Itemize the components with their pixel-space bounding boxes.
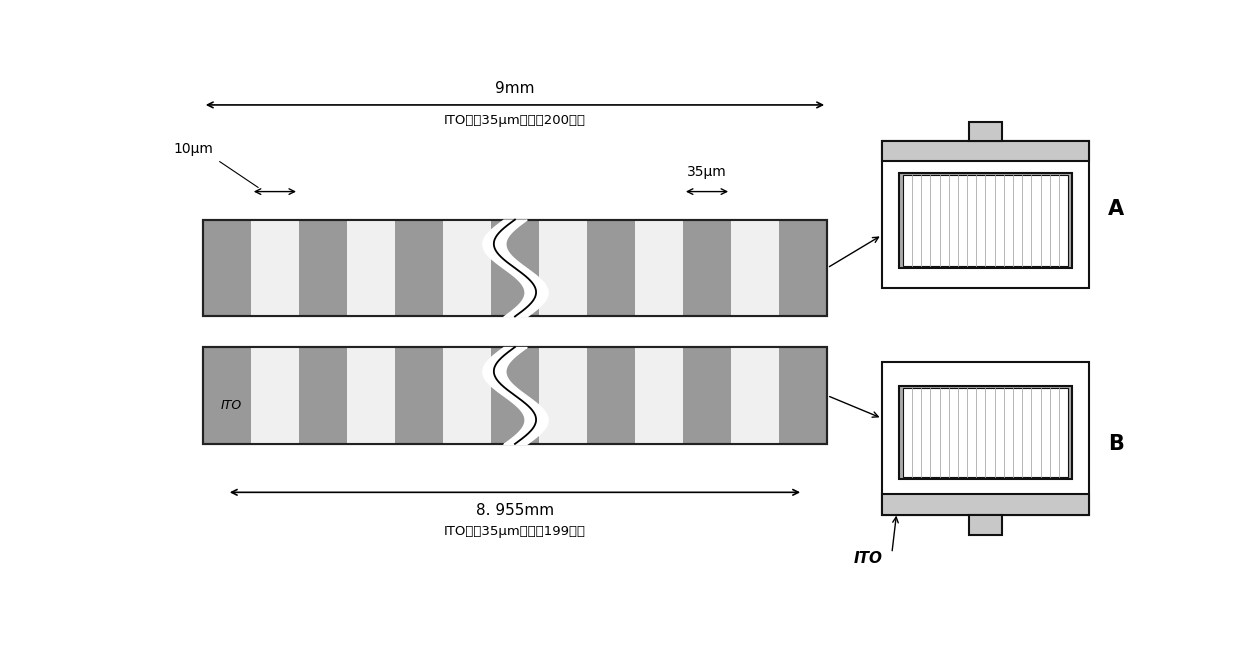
Bar xyxy=(203,220,828,316)
Bar xyxy=(250,347,299,444)
Bar xyxy=(347,220,395,316)
Bar xyxy=(203,347,828,444)
Bar xyxy=(882,140,1089,162)
Bar xyxy=(900,387,1072,479)
Bar xyxy=(731,220,779,316)
Text: ITO: ITO xyxy=(854,551,882,566)
Text: ITO线（35μm宽度、199根）: ITO线（35μm宽度、199根） xyxy=(444,526,586,538)
Bar xyxy=(636,220,683,316)
Bar xyxy=(444,220,491,316)
Bar xyxy=(969,122,1002,140)
Bar xyxy=(882,494,1089,515)
Text: 10μm: 10μm xyxy=(173,142,213,156)
Text: 35μm: 35μm xyxy=(688,165,727,179)
Bar xyxy=(882,140,1089,289)
Bar xyxy=(347,347,395,444)
Bar xyxy=(636,347,683,444)
Bar xyxy=(250,220,299,316)
Bar xyxy=(903,389,1068,477)
Text: ITO: ITO xyxy=(221,399,242,412)
Text: B: B xyxy=(1108,434,1124,454)
Text: A: A xyxy=(1108,199,1124,219)
Text: 9mm: 9mm xyxy=(496,81,535,96)
Bar xyxy=(731,347,779,444)
Bar xyxy=(539,347,587,444)
Text: ITO线（35μm宽度、200根）: ITO线（35μm宽度、200根） xyxy=(444,114,586,127)
Bar xyxy=(444,347,491,444)
Text: 8. 955mm: 8. 955mm xyxy=(476,502,554,518)
Bar xyxy=(539,220,587,316)
Bar xyxy=(900,173,1072,268)
Bar xyxy=(203,347,828,444)
Bar xyxy=(969,515,1002,534)
Bar xyxy=(882,362,1089,515)
Bar xyxy=(203,220,828,316)
Bar xyxy=(903,175,1068,266)
